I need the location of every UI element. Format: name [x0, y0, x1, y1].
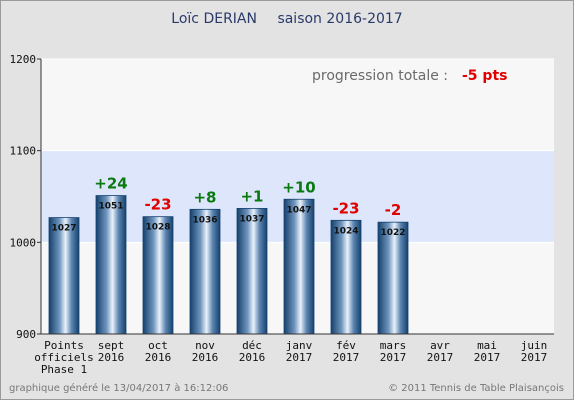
player-name: Loïc DERIAN — [171, 11, 257, 27]
y-axis: 900 1000 1100 1200 — [10, 53, 42, 341]
bar-value-label: 1028 — [145, 223, 170, 233]
x-tick-label: mars 2017 — [380, 339, 407, 364]
bar — [236, 208, 268, 335]
total-progress-value: -5 pts — [462, 68, 507, 84]
x-tick-label: sept 2016 — [98, 339, 125, 364]
x-tick-label: oct 2016 — [145, 339, 172, 364]
bar — [95, 195, 127, 335]
bar — [330, 219, 362, 335]
x-tick-label: mai 2017 — [474, 339, 501, 364]
x-tick-label: fév 2017 — [333, 339, 360, 364]
y-tick-label: 1100 — [10, 145, 37, 158]
bar — [283, 198, 315, 335]
bar-value-label: 1027 — [51, 224, 76, 234]
total-progress-label: progression totale : — [312, 68, 448, 84]
y-tick-label: 900 — [16, 328, 36, 341]
bar — [189, 208, 221, 335]
progression-label: +24 — [94, 175, 127, 193]
bar-value-label: 1047 — [286, 205, 311, 215]
x-tick-label: nov 2016 — [192, 339, 219, 364]
bar — [377, 221, 409, 335]
x-tick-label: déc 2016 — [239, 339, 266, 364]
progression-label: -23 — [144, 196, 171, 214]
bar-value-label: 1022 — [380, 228, 405, 238]
x-tick-label: Points officiels Phase 1 — [34, 339, 94, 376]
bar-value-label: 1036 — [192, 215, 217, 225]
bar — [48, 217, 80, 335]
bar-value-label: 1037 — [239, 214, 264, 224]
chart-title: Loïc DERIAN saison 2016-2017 — [171, 11, 402, 27]
x-tick-label: juin 2017 — [521, 339, 548, 364]
progression-label: -23 — [332, 199, 359, 217]
y-tick-label: 1200 — [10, 53, 37, 66]
bar — [142, 216, 174, 335]
progression-label: +1 — [240, 187, 263, 205]
y-tick-label: 1000 — [10, 236, 37, 249]
progression-label: -2 — [385, 201, 402, 219]
progression-label: +10 — [282, 178, 315, 196]
bar-value-label: 1024 — [333, 226, 358, 236]
progression-label: +8 — [193, 188, 216, 206]
x-tick-label: avr 2017 — [427, 339, 454, 364]
season-label: saison 2016-2017 — [277, 11, 402, 27]
bar-value-label: 1051 — [98, 202, 123, 212]
bars-group: 1027 1051 +24 1028 -23 1036 +8 1037 +1 1047 +10 102… — [48, 175, 409, 335]
copyright-notice: © 2011 Tennis de Table Plaisançois — [388, 383, 564, 394]
generated-timestamp: graphique généré le 13/04/2017 à 16:12:0… — [9, 382, 228, 394]
x-tick-label: janv 2017 — [286, 339, 313, 364]
